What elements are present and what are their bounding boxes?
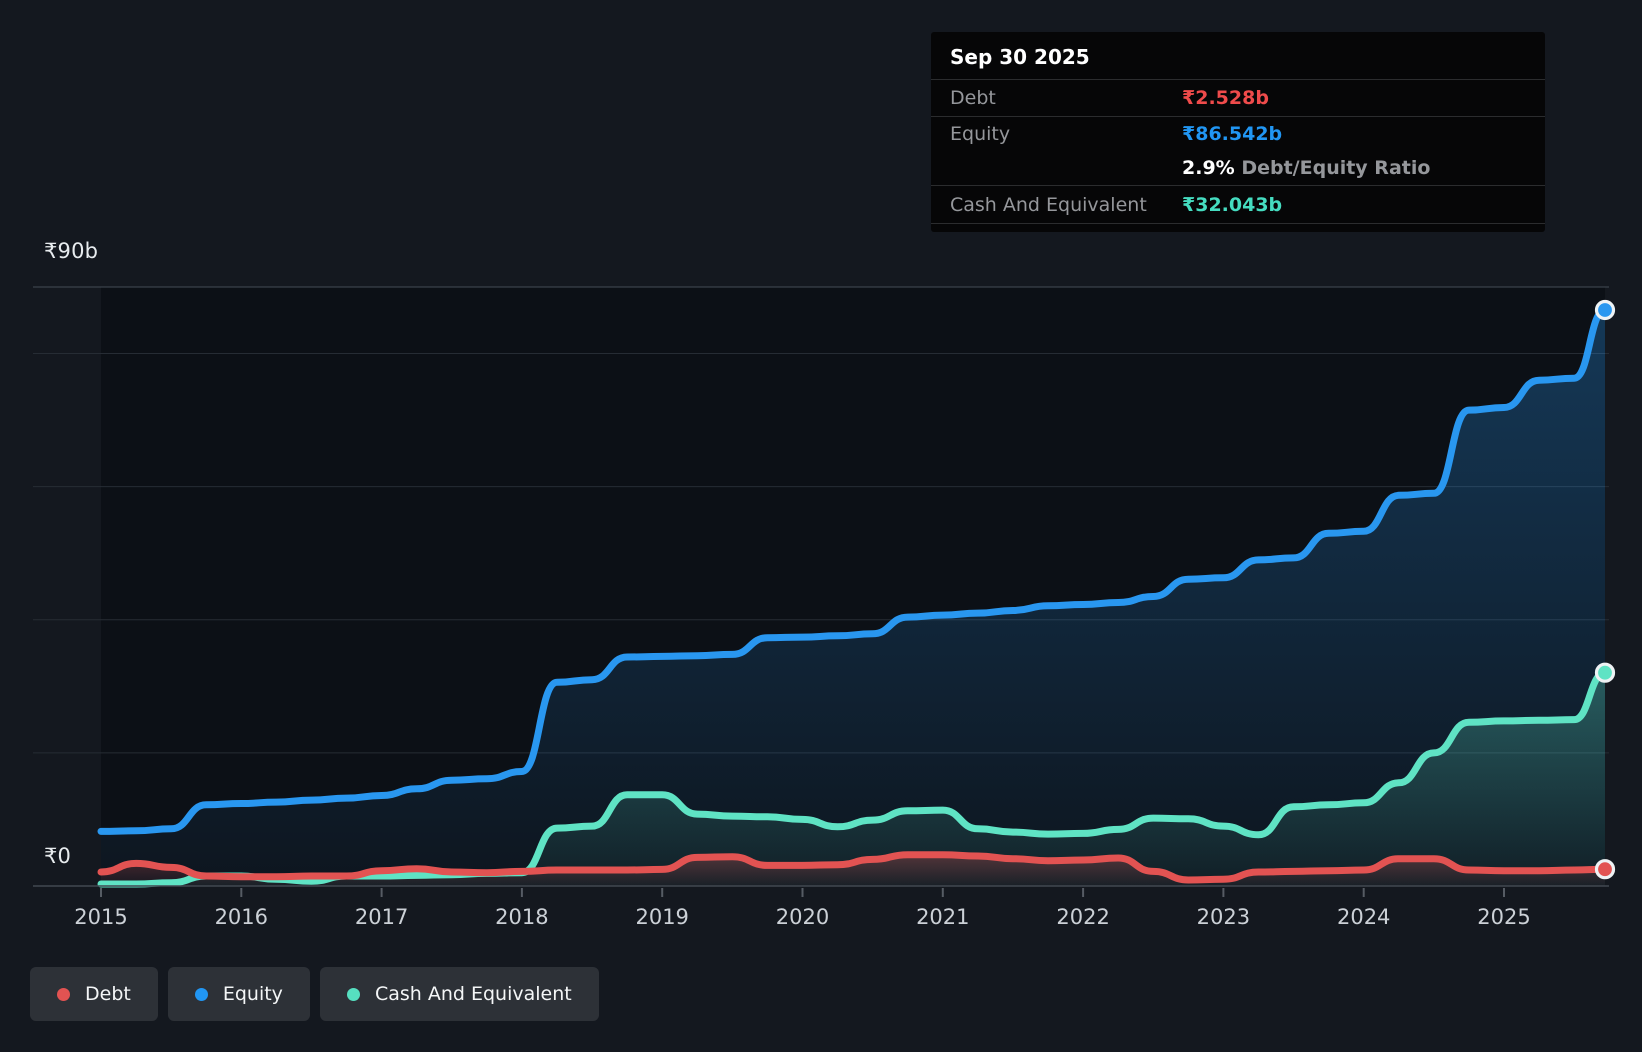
tooltip-date: Sep 30 2025	[931, 32, 1545, 80]
chart-legend: Debt Equity Cash And Equivalent	[30, 967, 599, 1021]
cash-and-equivalent-endpoint-marker[interactable]	[1597, 664, 1614, 681]
tooltip-debt-row: Debt ₹2.528b	[931, 80, 1545, 117]
legend-chip-equity[interactable]: Equity	[168, 967, 310, 1021]
tooltip-debt-value: ₹2.528b	[1182, 87, 1269, 109]
tooltip-ratio-row: 2.9% Debt/Equity Ratio	[931, 150, 1545, 186]
tooltip-cash-label: Cash And Equivalent	[950, 194, 1147, 216]
tooltip-debt-label: Debt	[950, 87, 996, 109]
data-tooltip-panel: Sep 30 2025 Debt ₹2.528b Equity ₹86.542b…	[931, 32, 1545, 232]
legend-equity-label: Equity	[223, 983, 283, 1005]
x-axis-year-label: 2016	[215, 905, 268, 929]
x-axis-year-label: 2025	[1477, 905, 1530, 929]
equity-series-dot-icon	[195, 988, 208, 1001]
cash-series-dot-icon	[347, 988, 360, 1001]
debt-equity-history-chart: 2015 2016 2017 2018 2019 2020 2021 2022 2023 2024…	[0, 0, 1642, 1052]
tooltip-equity-label: Equity	[950, 123, 1010, 145]
legend-cash-label: Cash And Equivalent	[375, 983, 572, 1005]
tooltip-equity-value: ₹86.542b	[1182, 123, 1282, 145]
x-axis-year-label: 2022	[1056, 905, 1109, 929]
y-axis-max-label: ₹90b	[44, 239, 98, 263]
x-axis-year-label: 2024	[1337, 905, 1390, 929]
equity-endpoint-marker[interactable]	[1597, 302, 1614, 319]
tooltip-ratio: 2.9% Debt/Equity Ratio	[1182, 157, 1430, 179]
x-axis-year-label: 2018	[495, 905, 548, 929]
tooltip-ratio-label: Debt/Equity Ratio	[1241, 157, 1430, 179]
x-axis-year-label: 2020	[776, 905, 829, 929]
x-axis-year-label: 2019	[635, 905, 688, 929]
tooltip-ratio-value: 2.9%	[1182, 157, 1235, 179]
x-axis-year-label: 2021	[916, 905, 969, 929]
debt-endpoint-marker[interactable]	[1597, 861, 1614, 878]
debt-series-dot-icon	[57, 988, 70, 1001]
legend-chip-cash[interactable]: Cash And Equivalent	[320, 967, 599, 1021]
tooltip-equity-row: Equity ₹86.542b	[931, 117, 1545, 150]
x-axis-year-label: 2017	[355, 905, 408, 929]
tooltip-cash-value: ₹32.043b	[1182, 194, 1282, 216]
legend-debt-label: Debt	[85, 983, 131, 1005]
x-axis-year-label: 2015	[74, 905, 127, 929]
tooltip-cash-row: Cash And Equivalent ₹32.043b	[931, 186, 1545, 224]
legend-chip-debt[interactable]: Debt	[30, 967, 158, 1021]
x-axis-year-label: 2023	[1197, 905, 1250, 929]
y-axis-zero-label: ₹0	[44, 844, 71, 868]
